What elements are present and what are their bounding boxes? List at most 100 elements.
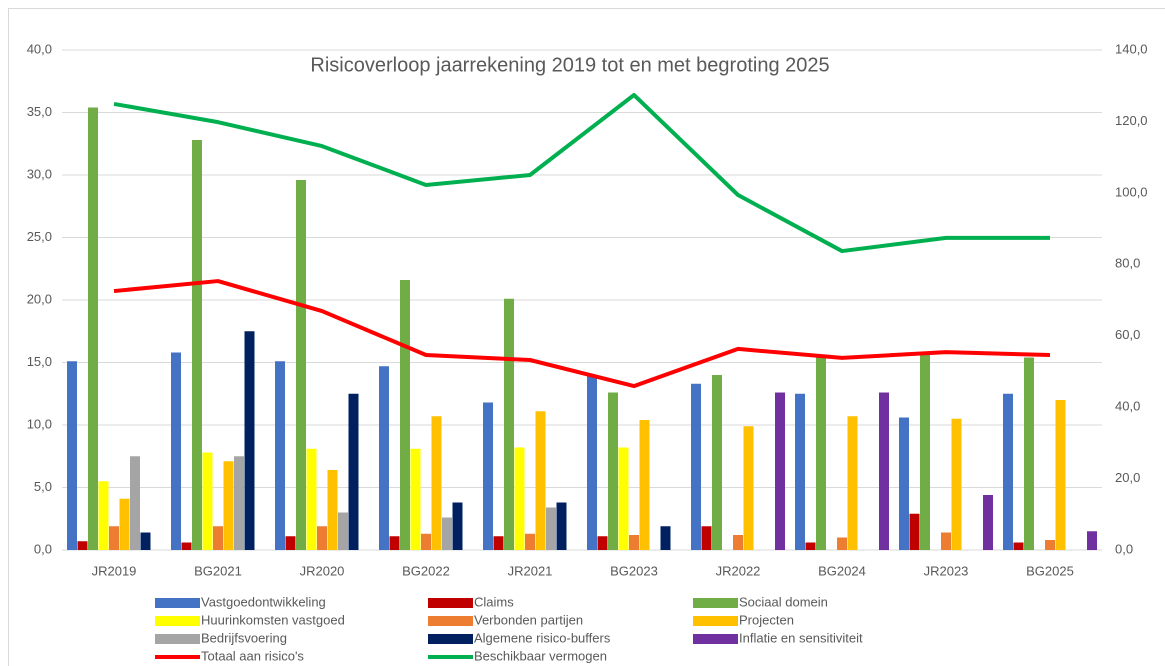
legend-label: Projecten [739, 612, 794, 627]
y2-tick-label: 20,0 [1115, 470, 1140, 485]
x-tick-label: BG2023 [610, 563, 658, 578]
bar [805, 542, 816, 550]
bar [192, 140, 202, 550]
bar [400, 280, 410, 550]
bar [389, 536, 400, 550]
bar [639, 420, 650, 550]
legend-label: Sociaal domein [739, 594, 828, 609]
bar [306, 448, 317, 550]
bar [1087, 531, 1097, 550]
bar [379, 366, 389, 550]
bar [1045, 540, 1055, 550]
bar [140, 532, 151, 550]
bar [525, 533, 535, 550]
bar [130, 456, 140, 550]
legend-swatch [693, 634, 738, 644]
bar [285, 536, 296, 550]
y2-tick-label: 0,0 [1115, 541, 1133, 556]
x-tick-label: BG2025 [1026, 563, 1074, 578]
bar [535, 411, 546, 550]
y2-tick-label: 80,0 [1115, 256, 1140, 271]
bar [660, 526, 671, 550]
bar [608, 392, 618, 550]
bar [223, 461, 234, 550]
bar [181, 542, 192, 550]
x-tick-label: JR2023 [924, 563, 969, 578]
legend-swatch [428, 616, 473, 626]
legend-label: Bedrijfsvoering [201, 630, 287, 645]
legend-label: Claims [474, 594, 514, 609]
y-tick-label: 20,0 [27, 291, 52, 306]
bar [546, 507, 556, 550]
x-tick-label: JR2019 [92, 563, 137, 578]
bar [556, 502, 567, 550]
y-tick-label: 5,0 [34, 479, 52, 494]
chart-title: Risicoverloop jaarrekening 2019 tot en m… [310, 54, 829, 76]
bar [348, 393, 359, 550]
bar [275, 361, 285, 550]
bar [234, 456, 244, 550]
y2-tick-label: 120,0 [1115, 113, 1148, 128]
bar [733, 535, 743, 550]
bar [317, 526, 327, 550]
bar [837, 537, 847, 550]
y-tick-label: 35,0 [27, 104, 52, 119]
bar [514, 447, 525, 550]
bar [691, 383, 701, 550]
bar [67, 361, 77, 550]
bar [483, 402, 493, 550]
legend-label: Verbonden partijen [474, 612, 583, 627]
legend-label: Huurinkomsten vastgoed [201, 612, 345, 627]
legend-label: Beschikbaar vermogen [474, 648, 607, 663]
y-tick-label: 25,0 [27, 229, 52, 244]
bar [327, 470, 338, 550]
bar [202, 452, 213, 550]
y-tick-label: 40,0 [27, 41, 52, 56]
bar [410, 448, 421, 550]
bar [816, 356, 826, 550]
bar [98, 481, 109, 550]
bar [795, 393, 805, 550]
bar [504, 298, 514, 550]
bar [119, 498, 130, 550]
bar [920, 355, 930, 550]
bar [431, 416, 442, 550]
bar [629, 535, 639, 550]
bar [493, 536, 504, 550]
bar [1003, 393, 1013, 550]
bar [442, 517, 452, 550]
y2-tick-label: 140,0 [1115, 41, 1148, 56]
x-tick-label: JR2021 [508, 563, 553, 578]
bar [847, 416, 858, 550]
bar [1055, 400, 1066, 550]
bar [775, 392, 785, 550]
legend-swatch [155, 616, 200, 626]
line-series [113, 279, 1051, 389]
bar [712, 375, 722, 550]
x-tick-label: BG2022 [402, 563, 450, 578]
legend-label: Totaal aan risico's [201, 648, 304, 663]
legend-label: Inflatie en sensitiviteit [739, 630, 863, 645]
y-tick-label: 0,0 [34, 541, 52, 556]
y2-tick-label: 60,0 [1115, 327, 1140, 342]
bar [421, 533, 431, 550]
bar [77, 541, 88, 550]
y2-tick-label: 40,0 [1115, 399, 1140, 414]
x-tick-label: JR2020 [300, 563, 345, 578]
y2-tick-label: 100,0 [1115, 184, 1148, 199]
bar [171, 352, 181, 550]
bar [244, 331, 255, 550]
bar [296, 180, 306, 550]
bar [701, 526, 712, 550]
y-tick-label: 15,0 [27, 354, 52, 369]
bar [743, 426, 754, 550]
bar [597, 536, 608, 550]
x-tick-label: BG2024 [818, 563, 866, 578]
bar [618, 447, 629, 550]
y-tick-label: 30,0 [27, 166, 52, 181]
bar [909, 513, 920, 550]
bar [88, 107, 98, 550]
legend-label: Algemene risico-buffers [474, 630, 611, 645]
